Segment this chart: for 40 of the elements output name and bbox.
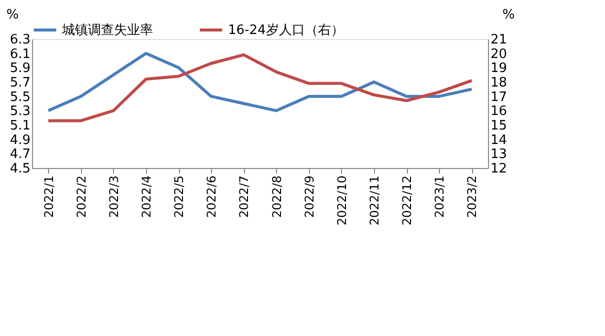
y2-tick-label: 14 xyxy=(490,132,508,148)
y2-tick-label: 12 xyxy=(490,162,508,176)
y-tick-label: 4.5 xyxy=(10,162,30,176)
x-tick-label: 2022/12 xyxy=(400,176,414,226)
x-tick-label: 2022/10 xyxy=(334,176,349,226)
y-tick-label: 6.1 xyxy=(10,46,30,62)
y-tick-label: 5.3 xyxy=(10,104,30,120)
y2-tick-label: 20 xyxy=(490,46,508,62)
y2-tick-label: 15 xyxy=(490,118,508,134)
y-tick-label: 6.3 xyxy=(10,32,30,48)
y-tick-label: 4.9 xyxy=(10,132,30,148)
y-tick-label: 4.7 xyxy=(10,147,30,162)
x-tick-label: 2022/11 xyxy=(368,176,382,226)
legend-label: 16-24岁人口（右） xyxy=(228,23,344,38)
y-axis-title: % xyxy=(6,8,19,22)
y2-tick-label: 19 xyxy=(490,61,508,76)
y-tick-label: 5.9 xyxy=(10,61,30,76)
x-tick-label: 2022/1 xyxy=(42,176,56,218)
y2-axis-title: % xyxy=(502,8,515,22)
legend-label: 城镇调查失业率 xyxy=(61,22,153,38)
y2-tick-label: 17 xyxy=(490,90,508,105)
x-tick-label: 2022/6 xyxy=(204,176,219,218)
y-tick-label: 5.1 xyxy=(10,118,30,134)
y-tick-label: 5.7 xyxy=(10,76,30,90)
x-tick-label: 2023/1 xyxy=(432,176,447,218)
y2-tick-label: 18 xyxy=(490,76,508,90)
x-tick-label: 2022/5 xyxy=(172,176,186,218)
x-tick-label: 2022/9 xyxy=(302,176,316,218)
x-tick-label: 2022/8 xyxy=(270,176,284,218)
y2-tick-label: 13 xyxy=(490,147,508,162)
line-series xyxy=(46,53,474,122)
x-tick-label: 2022/2 xyxy=(74,176,88,218)
line-series xyxy=(46,52,474,112)
y-tick-label: 5.5 xyxy=(10,90,30,105)
x-tick-label: 2022/4 xyxy=(140,176,154,218)
y2-tick-label: 21 xyxy=(490,32,508,48)
y2-tick-label: 16 xyxy=(490,104,508,120)
x-tick-label: 2022/7 xyxy=(237,176,252,218)
x-tick-label: 2022/3 xyxy=(106,176,121,218)
x-tick-label: 2023/2 xyxy=(465,176,480,218)
